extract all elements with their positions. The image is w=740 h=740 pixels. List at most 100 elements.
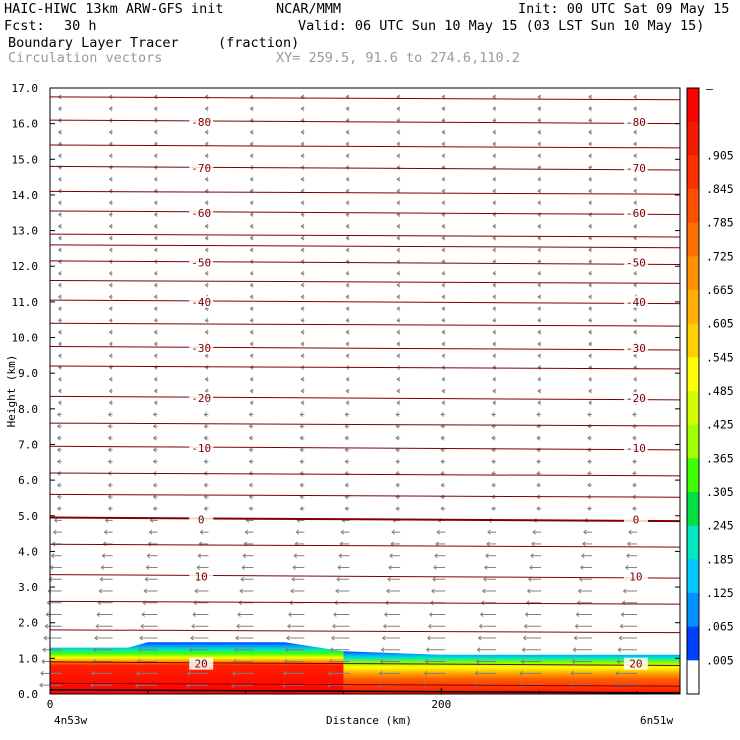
vector-head (52, 529, 57, 535)
vector-head (440, 459, 445, 464)
vector-head (379, 659, 384, 664)
x-start-location: 4n53w (54, 714, 87, 727)
contour-label-bg (623, 162, 648, 175)
vector-head (387, 576, 391, 582)
wind-vector (588, 94, 592, 100)
wind-vector (537, 270, 542, 276)
vector-head (569, 682, 573, 688)
wind-vector (300, 282, 305, 288)
vector-head (441, 400, 446, 406)
wind-vector (632, 470, 637, 476)
wind-vector (203, 482, 209, 488)
wind-vector (107, 482, 113, 488)
colorbar-swatch (687, 424, 699, 459)
colorbar-swatch (687, 189, 699, 224)
vector-head (441, 376, 446, 382)
vector-head (249, 318, 254, 323)
vector-head (300, 353, 305, 359)
vector-head (395, 412, 400, 417)
y-tick-label: 13.0 (12, 225, 39, 238)
wind-vector (633, 188, 637, 194)
wind-vector (340, 529, 350, 535)
wind-vector (396, 270, 401, 276)
wind-vector (107, 412, 113, 417)
x-axis-title: Distance (km) (326, 714, 412, 727)
wind-vector (389, 553, 401, 559)
wind-vector (573, 635, 592, 641)
vector-head (345, 341, 350, 347)
wind-vector (57, 153, 62, 159)
wind-vector (249, 270, 254, 276)
wind-vector (204, 353, 209, 359)
vector-head (440, 506, 445, 512)
vector-head (136, 670, 140, 676)
colorbar: – .905 .845 .785 .725 .665 .605 .545 .485 .425 .36… (686, 82, 734, 695)
wind-vector (300, 318, 305, 323)
vector-head (57, 318, 62, 323)
vector-head (587, 423, 591, 429)
vector-head (588, 165, 592, 170)
vector-head (537, 247, 541, 253)
colorbar-label: .425 (706, 418, 734, 432)
vector-head (536, 447, 540, 453)
vector-head (632, 423, 636, 429)
vector-head (337, 565, 341, 570)
wind-vector (633, 270, 637, 276)
colorbar-label: .905 (706, 148, 734, 162)
temperature-contour (49, 493, 681, 498)
vector-head (588, 318, 592, 323)
wind-vector (335, 588, 350, 594)
wind-vector (622, 588, 637, 594)
wind-vector (492, 141, 497, 147)
temperature-contour (49, 345, 681, 351)
wind-vector (531, 541, 542, 547)
wind-vector (537, 141, 542, 147)
vector-head (396, 329, 401, 335)
wind-vector (45, 612, 62, 617)
vector-head (249, 153, 254, 159)
wind-vector (441, 376, 446, 382)
vector-head (633, 141, 637, 147)
wind-vector (588, 129, 592, 135)
wind-vector (108, 212, 113, 217)
vector-head (570, 670, 574, 676)
wind-vector (492, 235, 497, 241)
wind-vector (300, 270, 305, 276)
vector-head (587, 435, 591, 441)
colorbar-swatch (687, 593, 699, 628)
contour-label: -40 (191, 296, 211, 309)
vector-head (152, 435, 157, 441)
vector-head (345, 353, 350, 359)
wind-vector (43, 635, 62, 641)
vector-head (56, 423, 61, 429)
wind-vector (52, 529, 62, 535)
wind-vector (284, 647, 305, 653)
vector-head (396, 176, 401, 182)
wind-vector (295, 529, 305, 535)
vector-head (300, 212, 305, 217)
wind-vector (492, 94, 497, 100)
wind-vector (299, 459, 305, 464)
vector-head (383, 612, 388, 617)
wind-vector (300, 247, 305, 253)
wind-vector (579, 565, 592, 570)
vector-head (56, 412, 61, 417)
colorbar-swatch (687, 559, 699, 594)
wind-vector (300, 400, 305, 406)
wind-vector (425, 647, 446, 653)
vector-head (108, 318, 113, 323)
wind-vector (299, 435, 305, 441)
overlay-name: Circulation vectors (8, 50, 163, 66)
vector-head (152, 459, 157, 464)
vector-head (281, 682, 286, 688)
y-tick-label: 17.0 (12, 82, 39, 95)
colorbar-label: .545 (706, 350, 734, 364)
wind-vector (104, 518, 113, 523)
wind-vector (396, 200, 401, 206)
vector-head (537, 388, 541, 394)
wind-vector (537, 212, 542, 217)
wind-vector (42, 647, 62, 653)
wind-vector (344, 482, 350, 488)
vector-head (625, 553, 630, 559)
wind-vector (249, 176, 254, 182)
